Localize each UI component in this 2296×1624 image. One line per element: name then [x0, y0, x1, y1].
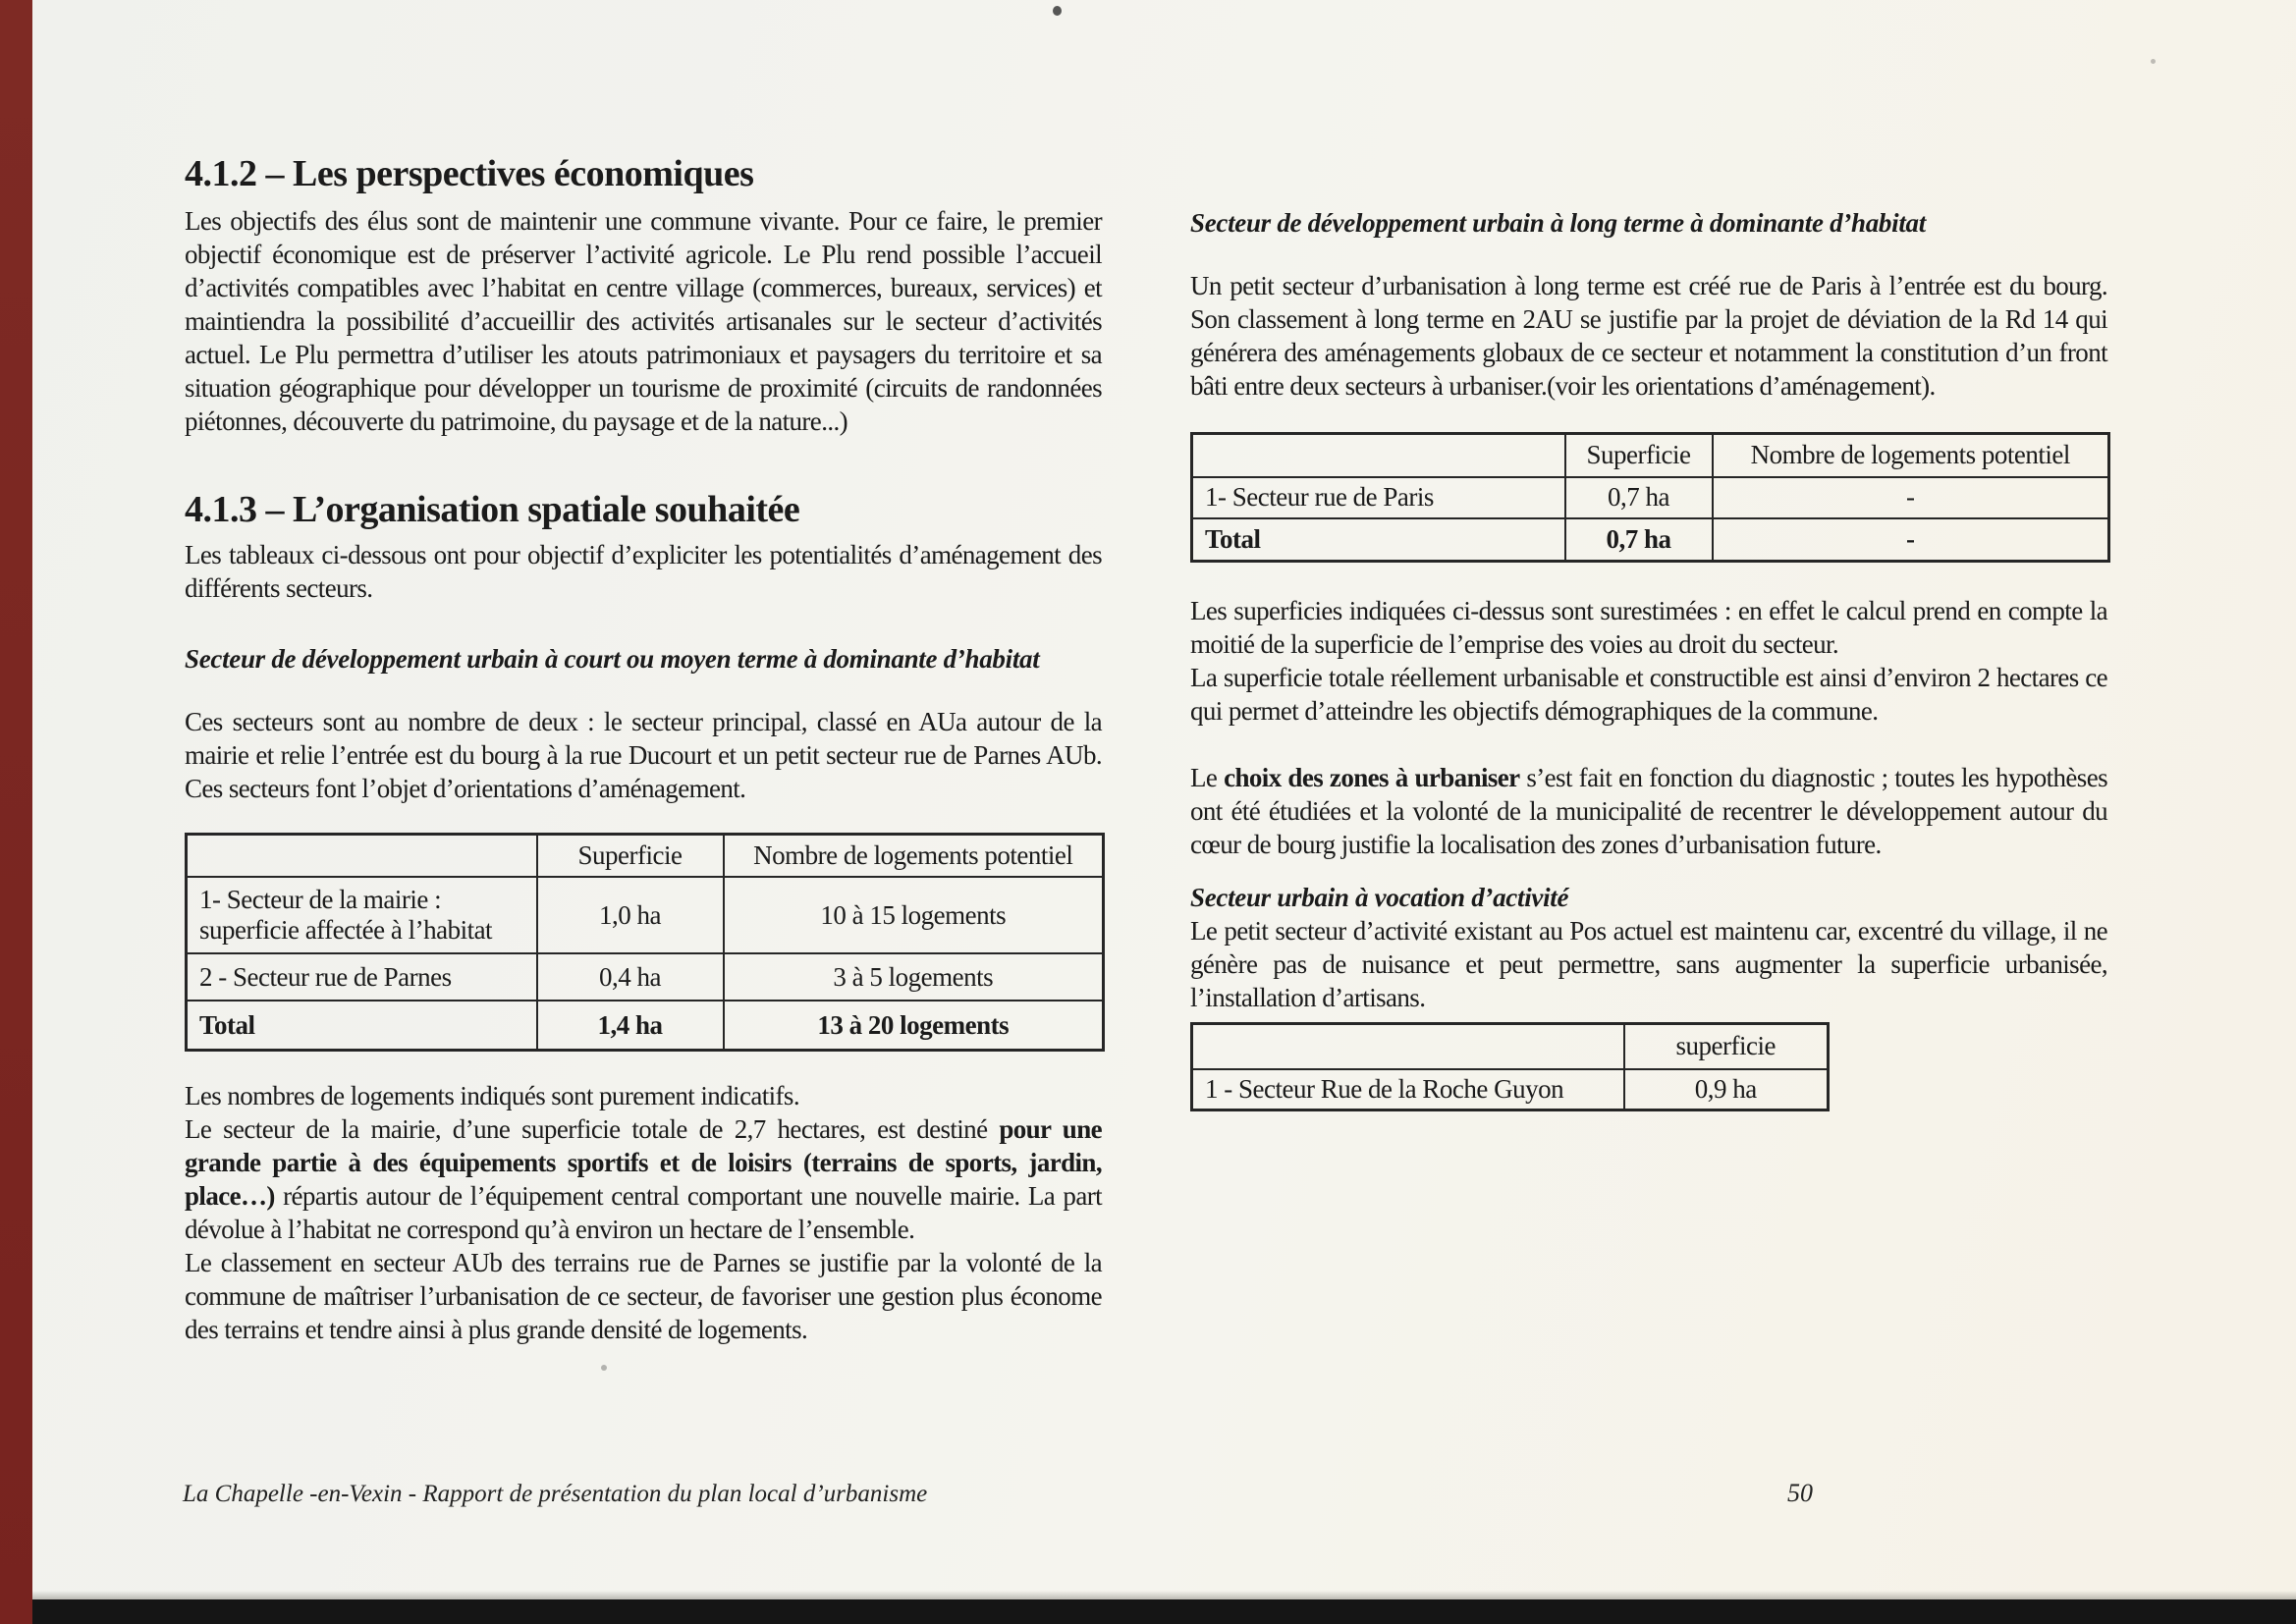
table-cell: 1 - Secteur Rue de la Roche Guyon	[1190, 1067, 1625, 1111]
right-column: Secteur de développement urbain à long t…	[1190, 206, 2110, 1111]
table-header-cell: Nombre de logements potentiel	[1711, 432, 2110, 478]
scan-speckle	[2151, 59, 2156, 64]
paragraph-activity-intro: Le petit secteur d’activité existant au …	[1190, 916, 2108, 1012]
short-term-commentary: Les nombres de logements indiqués sont p…	[185, 1079, 1103, 1346]
subheading-long-term-sector: Secteur de développement urbain à long t…	[1190, 208, 1926, 238]
scan-speckle	[1053, 6, 1062, 16]
table-header-cell	[1190, 1022, 1625, 1070]
paragraph-tables-purpose: Les tableaux ci-dessous ont pour objecti…	[185, 539, 1103, 603]
table-cell: 1- Secteur rue de Paris	[1190, 475, 1566, 519]
scan-speckle	[601, 1365, 607, 1371]
table-row: 1- Secteur de la mairie : superficie aff…	[185, 876, 1105, 955]
paragraph-aub-classification: Le classement en secteur AUb des terrain…	[185, 1247, 1103, 1344]
table-header-row: Superficie Nombre de logements potentiel	[1190, 432, 2110, 478]
table-header-cell: Superficie	[1563, 432, 1714, 478]
section-heading-412: 4.1.2 – Les perspectives économiques	[185, 153, 754, 194]
table-cell: -	[1711, 475, 2110, 519]
table-short-term-sectors: Superficie Nombre de logements potentiel…	[185, 832, 1105, 1052]
footer-page-number: 50	[1787, 1479, 1813, 1507]
table-cell: 0,7 ha	[1563, 516, 1714, 563]
section-heading-413: 4.1.3 – L’organisation spatiale souhaité…	[185, 488, 800, 530]
text-segment: répartis autour de l’équipement central …	[185, 1180, 1103, 1244]
subheading-short-term-sector: Secteur de développement urbain à court …	[185, 643, 1040, 674]
text-segment-bold: pour une grande partie à des équipements…	[185, 1113, 1103, 1211]
table-activity-sector: superficie 1 - Secteur Rue de la Roche G…	[1190, 1022, 1830, 1111]
table-cell: 0,4 ha	[535, 952, 725, 1002]
subheading-activity-sector: Secteur urbain à vocation d’activité	[1190, 883, 1569, 912]
table-cell: 10 à 15 logements	[722, 876, 1105, 955]
table-row: 1 - Secteur Rue de la Roche Guyon 0,9 ha	[1190, 1067, 1830, 1111]
paragraph-two-sectors: Ces secteurs sont au nombre de deux : le…	[185, 706, 1103, 803]
footer-document-title: La Chapelle -en-Vexin - Rapport de prése…	[183, 1481, 928, 1507]
text-segment-bold: choix des zones à urbaniser	[1224, 763, 1520, 792]
table-cell: 2 - Secteur rue de Parnes	[185, 952, 538, 1002]
table-long-term-sector: Superficie Nombre de logements potentiel…	[1190, 432, 2110, 563]
paragraph-real-area: La superficie totale réellement urbanisa…	[1190, 663, 2108, 726]
paragraph-zone-choice: Le choix des zones à urbaniser s’est fai…	[1190, 761, 2108, 861]
scan-edge-bottom	[32, 1591, 2296, 1624]
paragraph-overestimated: Les superficies indiquées ci-dessus sont…	[1190, 596, 2108, 659]
table-cell: 1,4 ha	[535, 1000, 725, 1052]
table-cell: 0,7 ha	[1563, 475, 1714, 519]
scan-edge-left	[0, 0, 32, 1624]
text-segment: Le	[1190, 763, 1225, 792]
paragraph-mairie-sector: Le secteur de la mairie, d’une superfici…	[185, 1112, 1103, 1246]
table-total-row: Total 1,4 ha 13 à 20 logements	[185, 1000, 1105, 1052]
table-header-row: Superficie Nombre de logements potentiel	[185, 833, 1105, 879]
paragraph-economic-objectives: Les objectifs des élus sont de maintenir…	[185, 205, 1103, 436]
table-header-row: superficie	[1190, 1022, 1830, 1070]
table-header-cell: Superficie	[535, 833, 725, 879]
table-cell: 3 à 5 logements	[722, 952, 1105, 1002]
table-cell: Total	[1190, 516, 1566, 563]
table-header-cell	[185, 833, 538, 879]
text-segment: Le secteur de la mairie, d’une superfici…	[185, 1113, 1000, 1144]
table-cell: Total	[185, 1000, 538, 1052]
left-column: 4.1.2 – Les perspectives économiques Les…	[185, 153, 1105, 1346]
table-cell: 1- Secteur de la mairie : superficie aff…	[185, 876, 538, 955]
paragraph-long-term-intro: Un petit secteur d’urbanisation à long t…	[1190, 271, 2108, 401]
table-cell: 13 à 20 logements	[722, 1000, 1105, 1052]
table-row: 2 - Secteur rue de Parnes 0,4 ha 3 à 5 l…	[185, 952, 1105, 1002]
table-header-cell: Nombre de logements potentiel	[722, 833, 1105, 879]
paragraph-housing-counts: Les nombres de logements indiqués sont p…	[185, 1080, 800, 1110]
table-row: 1- Secteur rue de Paris 0,7 ha -	[1190, 475, 2110, 519]
table-cell: 1,0 ha	[535, 876, 725, 955]
text-segment: s’est fait en fonction du diagnostic ; t…	[1190, 763, 2108, 859]
table-cell: 0,9 ha	[1622, 1067, 1830, 1111]
table-header-cell	[1190, 432, 1566, 478]
table-total-row: Total 0,7 ha -	[1190, 516, 2110, 563]
table-header-cell: superficie	[1622, 1022, 1830, 1070]
table-cell: -	[1711, 516, 2110, 563]
long-term-commentary: Les superficies indiquées ci-dessus sont…	[1190, 594, 2108, 728]
